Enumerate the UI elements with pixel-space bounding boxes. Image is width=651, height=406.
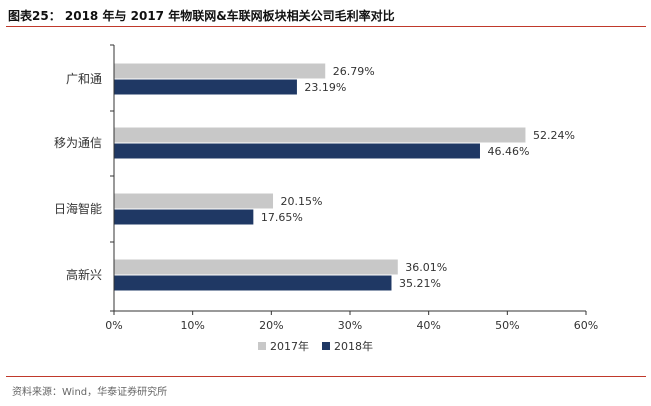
data-label: 35.21% bbox=[399, 277, 441, 290]
category-label: 日海智能 bbox=[54, 201, 102, 216]
title-bar: 图表25： 2018 年与 2017 年物联网&车联网板块相关公司毛利率对比 bbox=[6, 4, 646, 27]
source-note: 资料来源：Wind，华泰证券研究所 bbox=[12, 387, 168, 398]
x-tick-label: 0% bbox=[105, 319, 122, 332]
bar-2017 bbox=[114, 193, 274, 209]
data-label: 17.65% bbox=[261, 211, 303, 224]
x-tick-label: 50% bbox=[495, 319, 519, 332]
x-tick-label: 60% bbox=[574, 319, 598, 332]
legend-swatch bbox=[258, 342, 266, 350]
bar-2017 bbox=[114, 127, 526, 143]
x-tick-label: 40% bbox=[416, 319, 440, 332]
bar-2018 bbox=[114, 143, 480, 159]
legend-label: 2017年 bbox=[270, 339, 309, 353]
legend-swatch bbox=[322, 342, 330, 350]
x-tick-label: 10% bbox=[180, 319, 204, 332]
data-label: 26.79% bbox=[333, 65, 375, 78]
legend-label: 2018年 bbox=[334, 339, 373, 353]
bar-2018 bbox=[114, 209, 254, 225]
bar-2017 bbox=[114, 63, 326, 79]
data-label: 46.46% bbox=[487, 145, 529, 158]
category-label: 广和通 bbox=[66, 72, 102, 86]
category-label: 高新兴 bbox=[66, 267, 102, 282]
data-label: 52.24% bbox=[533, 129, 575, 142]
data-label: 20.15% bbox=[281, 195, 323, 208]
x-tick-label: 20% bbox=[259, 319, 283, 332]
chart-title: 图表25： 2018 年与 2017 年物联网&车联网板块相关公司毛利率对比 bbox=[8, 9, 395, 23]
bar-2017 bbox=[114, 259, 398, 275]
bar-2018 bbox=[114, 79, 297, 95]
category-label: 移为通信 bbox=[54, 136, 102, 150]
data-label: 36.01% bbox=[405, 261, 447, 274]
bar-2018 bbox=[114, 275, 392, 291]
data-label: 23.19% bbox=[304, 81, 346, 94]
source-divider bbox=[6, 376, 646, 377]
x-tick-label: 30% bbox=[338, 319, 362, 332]
